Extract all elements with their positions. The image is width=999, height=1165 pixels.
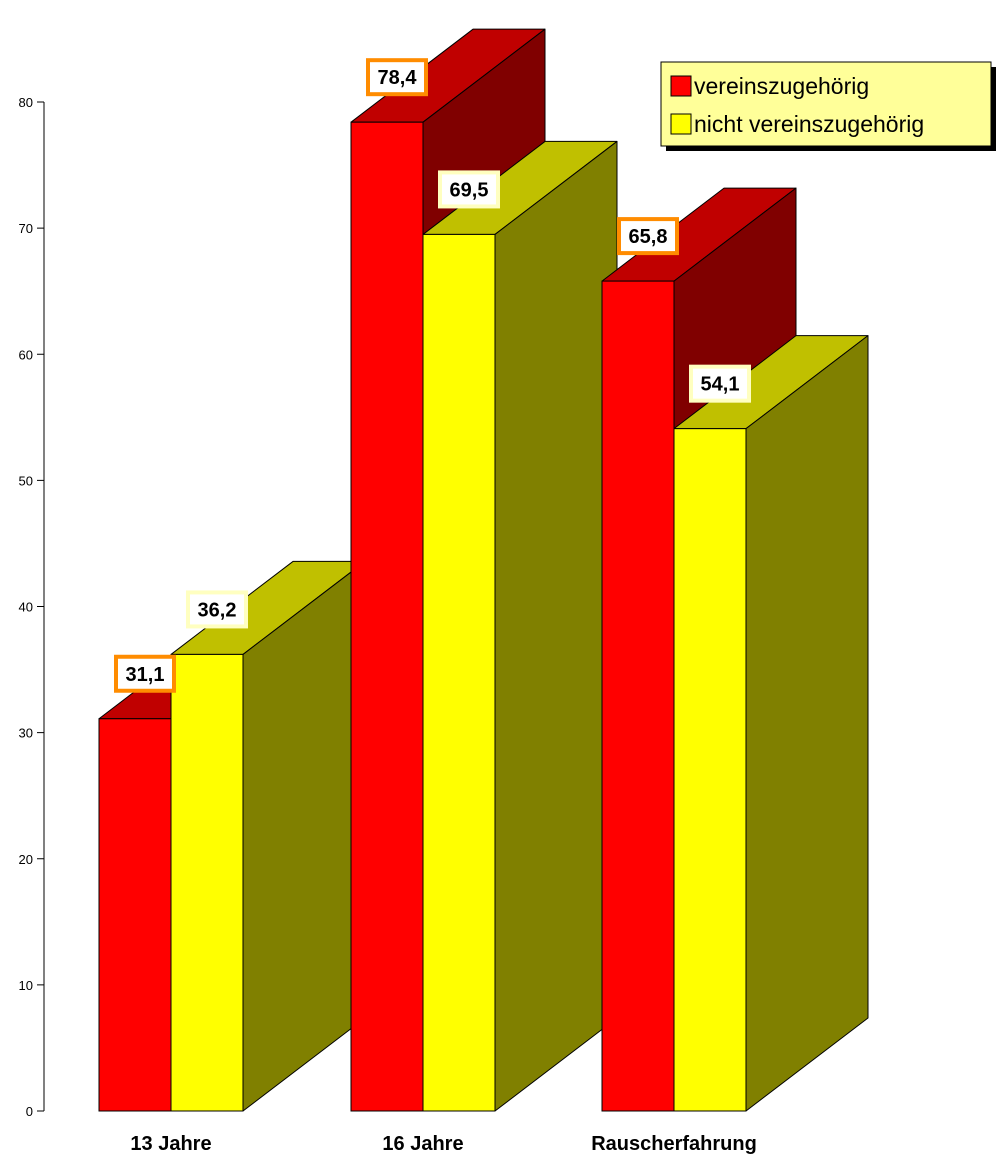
y-tick-label: 70 <box>19 221 33 236</box>
data-label-box <box>114 654 176 693</box>
data-label-box <box>617 217 679 256</box>
data-label: 31,1 <box>114 654 176 693</box>
legend-label: nicht vereinszugehörig <box>694 111 924 137</box>
x-tick-label: 13 Jahre <box>130 1133 211 1155</box>
bar <box>673 335 869 1112</box>
bar-side-face <box>745 335 869 1112</box>
data-label-box <box>366 58 428 97</box>
data-label-box <box>689 364 751 403</box>
x-tick-label: 16 Jahre <box>382 1133 463 1155</box>
legend-swatch <box>670 75 692 97</box>
data-label: 54,1 <box>689 364 751 403</box>
bar-front-face <box>98 718 172 1112</box>
x-tick-label: Rauscherfahrung <box>591 1133 757 1155</box>
y-tick-label: 80 <box>19 95 33 110</box>
bars <box>98 28 869 1112</box>
data-label-text: 78,4 <box>378 67 418 89</box>
bar <box>422 140 618 1112</box>
y-axis: 0 10 20 30 40 50 60 70 80 <box>19 95 45 1119</box>
legend-label: vereinszugehörig <box>694 73 869 99</box>
bar-front-face <box>673 428 747 1112</box>
data-label: 69,5 <box>438 170 500 209</box>
data-label: 78,4 <box>366 58 428 97</box>
bar-side-face <box>494 140 618 1112</box>
legend: vereinszugehörig nicht vereinszugehörig <box>660 61 996 151</box>
bar-front-face <box>170 653 244 1112</box>
data-label-text: 54,1 <box>701 374 740 396</box>
y-tick-label: 60 <box>19 347 33 362</box>
y-tick-label: 40 <box>19 600 33 615</box>
x-axis-labels: 13 Jahre 16 Jahre Rauscherfahrung <box>130 1133 756 1155</box>
data-label-text: 69,5 <box>450 179 489 201</box>
data-label: 36,2 <box>186 590 248 629</box>
y-tick-label: 20 <box>19 852 33 867</box>
bar-front-face <box>422 233 496 1112</box>
legend-box <box>660 61 992 147</box>
value-labels: 31,1 36,2 78,4 69,5 65,8 54,1 <box>114 58 751 693</box>
bar <box>170 560 366 1112</box>
data-label: 65,8 <box>617 217 679 256</box>
y-tick-label: 10 <box>19 978 33 993</box>
data-label-box <box>438 170 500 209</box>
y-tick-label: 50 <box>19 473 33 488</box>
data-label-text: 36,2 <box>198 599 237 621</box>
legend-item: vereinszugehörig <box>670 73 869 99</box>
legend-swatch <box>670 113 692 135</box>
bar-front-face <box>601 280 675 1112</box>
data-label-text: 65,8 <box>629 226 668 248</box>
bar-side-face <box>242 560 366 1112</box>
y-tick-label: 0 <box>26 1104 33 1119</box>
data-label-box <box>186 590 248 629</box>
y-tick-label: 30 <box>19 726 33 741</box>
data-label-text: 31,1 <box>126 664 165 686</box>
bar-front-face <box>350 121 424 1112</box>
legend-item: nicht vereinszugehörig <box>670 111 924 137</box>
